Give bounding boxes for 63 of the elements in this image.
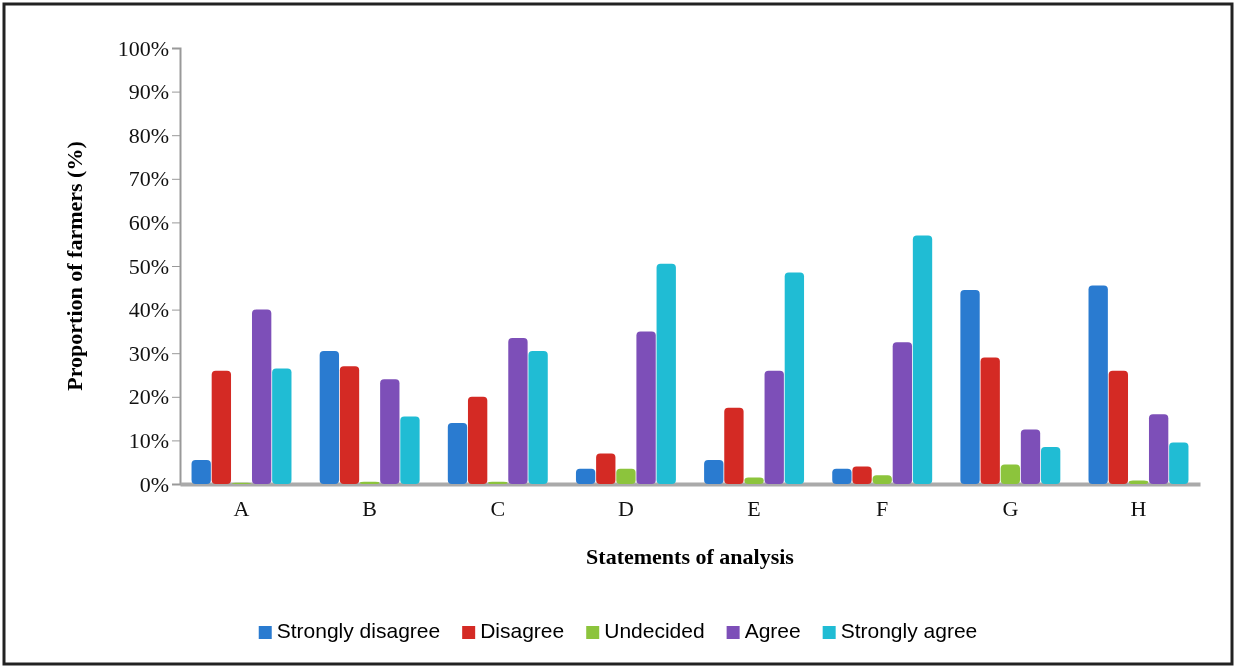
bar: [784, 272, 805, 484]
bar: [447, 422, 468, 484]
bar: [980, 357, 1000, 484]
bar: [528, 351, 548, 484]
bar: [832, 468, 852, 484]
x-tick-label: E: [747, 495, 761, 521]
y-tick-label: 80%: [128, 122, 169, 148]
bar: [892, 342, 913, 484]
y-tick-label: 20%: [128, 384, 169, 410]
bar: [872, 475, 892, 484]
bar: [616, 468, 636, 484]
y-tick-label: 40%: [128, 297, 169, 323]
y-tick-label: 70%: [128, 166, 169, 192]
bar: [764, 370, 784, 484]
bar: [1088, 285, 1108, 484]
x-tick-label: B: [362, 495, 377, 521]
bar: [912, 235, 933, 484]
legend-label: Undecided: [604, 619, 705, 642]
bar: [191, 460, 211, 484]
bar: [467, 396, 488, 484]
y-tick-label: 10%: [128, 427, 169, 453]
bar: [1020, 429, 1041, 484]
y-tick-label: 0%: [139, 471, 169, 497]
y-tick-label: 60%: [128, 209, 169, 235]
bar: [339, 366, 360, 484]
bar: [251, 309, 272, 484]
y-tick-label: 30%: [128, 340, 169, 366]
y-tick-label: 50%: [128, 253, 169, 279]
x-tick-label: D: [617, 495, 634, 521]
bar: [596, 453, 616, 484]
bar: [359, 481, 380, 484]
bar: [704, 460, 724, 484]
bar: [656, 263, 676, 484]
y-tick-label: 90%: [128, 79, 169, 105]
bar: [380, 379, 400, 484]
bar: [400, 416, 420, 484]
bar: [960, 289, 980, 484]
bar: [1108, 370, 1129, 484]
x-axis-title: Statements of analysis: [586, 544, 795, 569]
bar: [272, 368, 292, 484]
bar: [319, 351, 340, 484]
legend-label: Agree: [744, 619, 801, 642]
x-tick-label: G: [1002, 495, 1019, 521]
legend-label: Strongly disagree: [276, 619, 441, 642]
bar: [211, 370, 232, 484]
bar: [852, 466, 872, 484]
bar: [1040, 446, 1061, 484]
x-tick-label: A: [233, 495, 250, 521]
bar: [724, 407, 744, 484]
bar: [1000, 464, 1021, 484]
y-tick-label: 100%: [117, 35, 169, 61]
legend-label: Disagree: [480, 619, 565, 642]
bar: [575, 468, 596, 484]
y-axis-title: Proportion of farmers (%): [62, 141, 87, 391]
bar: [1169, 442, 1189, 484]
x-tick-label: H: [1130, 495, 1147, 521]
legend-label: Strongly agree: [840, 619, 978, 642]
bar: [1148, 414, 1169, 484]
x-tick-label: C: [490, 495, 506, 521]
x-tick-label: F: [876, 495, 889, 521]
bar: [508, 337, 528, 484]
bar: [744, 477, 764, 484]
bar: [636, 331, 656, 484]
